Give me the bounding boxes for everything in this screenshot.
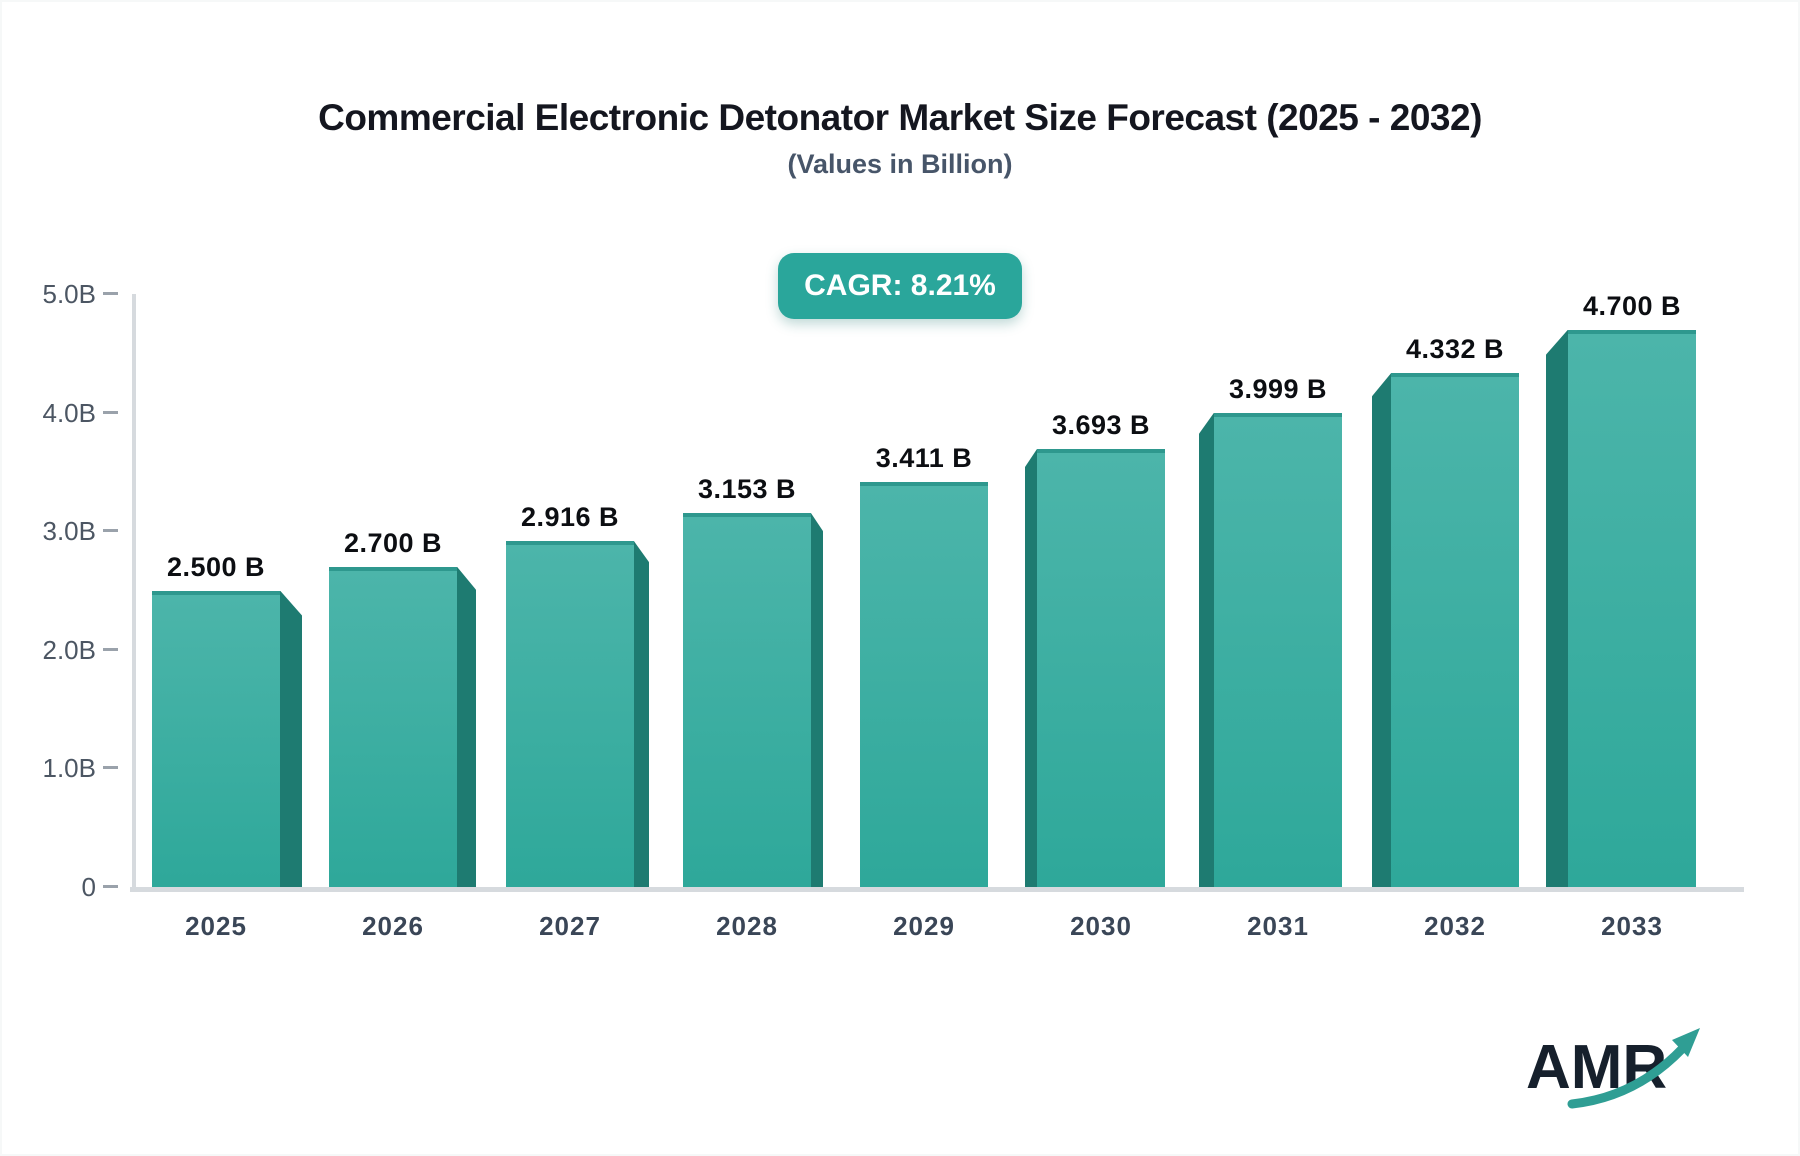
y-axis-tick-label: 0 [81,872,96,902]
bar-value-label: 3.411 B [875,443,973,474]
bar-front-face [329,566,457,887]
bar-value-label: 2.500 B [166,551,266,582]
bar-value-label: 3.153 B [697,474,797,505]
bar-front-face [506,541,634,887]
y-axis-tick-mark [103,647,118,651]
y-axis-tick-mark [103,529,118,533]
bar-side-face [457,566,476,887]
y-axis-tick-label: 1.0B [42,753,97,784]
logo-arrow-icon [1567,1044,1687,1109]
bar-front-face [1391,373,1519,887]
x-axis-label: 2030 [1070,911,1132,941]
bar-front-face [860,482,988,887]
chart-subtitle: (Values in Billion) [787,149,1013,179]
bar-side-face [1025,449,1037,887]
x-axis-label: 2031 [1247,911,1309,941]
bar-2032: 4.332 B 2032 [1372,334,1519,941]
bar-2033: 4.700 B 2033 [1546,291,1696,941]
bar-2027: 2.916 B 2027 [506,502,649,941]
bar-side-face [634,541,649,887]
bar-2030: 3.693 B 2030 [1025,410,1165,941]
y-axis-tick-mark [103,292,118,295]
bar-front-face [1214,412,1342,887]
bar-front-face [152,590,280,887]
y-axis-tick-mark [103,766,118,770]
cagr-badge-row: CAGR: 8.21% [2,253,1798,319]
x-axis-label: 2025 [185,911,247,941]
bar-2029: 3.411 B 2029 [860,443,988,941]
y-axis-tick-label: 3.0B [42,516,97,547]
x-axis-label: 2027 [539,911,601,941]
bar-2028: 3.153 B 2028 [683,474,823,941]
bar-front-face [1037,449,1165,887]
bar-value-label: 3.693 B [1051,410,1151,441]
bar-value-label: 4.332 B [1405,334,1505,365]
x-axis-label: 2026 [362,911,424,941]
bar-value-label: 2.700 B [343,527,443,558]
logo-arrowhead-icon [1672,1028,1700,1057]
bar-front-face [1568,329,1696,887]
x-axis-label: 2032 [1424,911,1486,941]
bar-2031: 3.999 B 2031 [1199,374,1342,941]
amr-logo-text: AMR [1526,1033,1667,1102]
bar-value-label: 2.916 B [520,502,620,533]
bar-side-face [280,590,302,887]
bar-side-face [1372,373,1391,887]
chart-title: Commercial Electronic Detonator Market S… [318,97,1482,138]
x-axis-label: 2028 [716,911,778,941]
cagr-badge: CAGR: 8.21% [778,253,1022,319]
bar-value-label: 4.700 B [1582,290,1682,321]
y-axis-tick-mark [103,410,118,414]
bar-side-face [1199,412,1214,887]
y-axis-tick-label: 4.0B [42,397,97,428]
y-axis-tick-mark [103,885,118,888]
bar-value-label: 3.999 B [1228,373,1328,404]
bar-front-face [683,513,811,887]
bar-2026: 2.700 B 2026 [329,528,476,941]
y-axis-tick-label: 5.0B [42,279,97,309]
bar-side-face [811,513,823,887]
x-axis-line [130,887,1744,892]
x-axis-label: 2029 [893,911,955,941]
y-axis-tick-label: 2.0B [42,634,97,665]
bar-side-face [1546,329,1568,887]
amr-logo: AMR [1526,1028,1700,1109]
bar-2025: 2.500 B 2025 [152,552,302,941]
x-axis-label: 2033 [1601,911,1663,941]
